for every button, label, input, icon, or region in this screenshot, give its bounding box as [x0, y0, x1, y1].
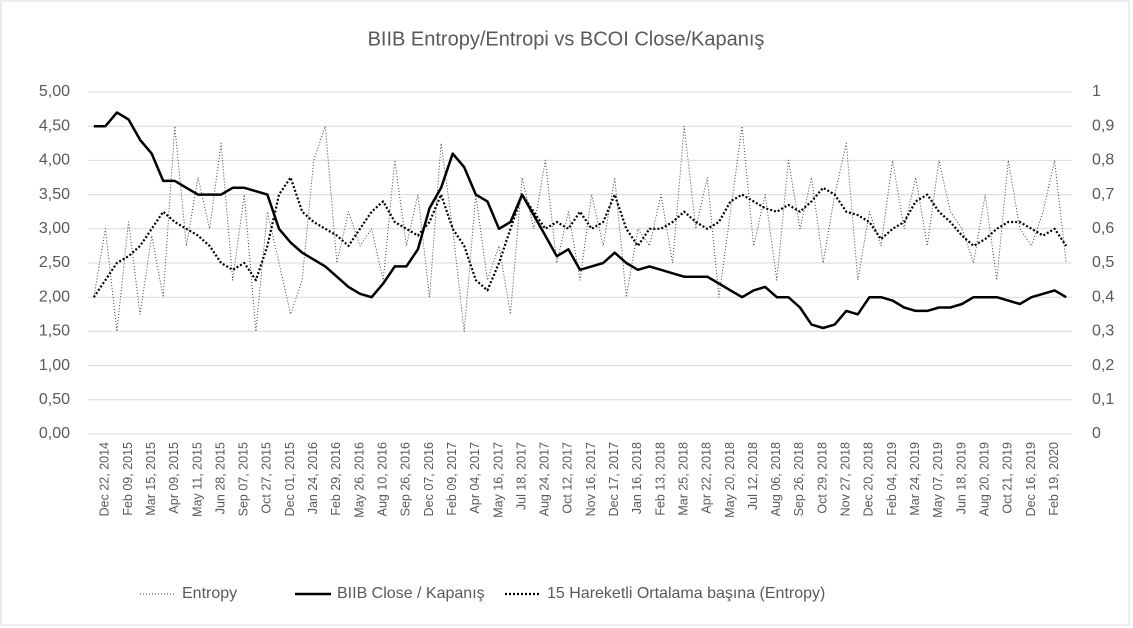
- x-tick-label: Feb 09, 2017: [445, 442, 459, 516]
- x-tick-label: Jan 24, 2016: [306, 442, 320, 514]
- x-tick-label: May 07, 2019: [931, 442, 945, 518]
- legend-label: BIIB Close / Kapanış: [337, 585, 485, 602]
- y2-tick-label: 0,3: [1092, 323, 1114, 340]
- y2-tick-label: 0,7: [1092, 186, 1114, 203]
- x-tick-label: Oct 21, 2019: [1001, 442, 1015, 514]
- x-tick-label: Mar 15, 2015: [144, 442, 158, 516]
- x-tick-label: Jun 28, 2015: [213, 442, 227, 514]
- y-tick-label: 5,00: [39, 83, 70, 100]
- x-tick-label: Apr 22, 2018: [700, 442, 714, 514]
- x-tick-label: Oct 12, 2017: [561, 442, 575, 514]
- y-tick-label: 2,00: [39, 288, 70, 305]
- x-tick-label: Oct 29, 2018: [815, 442, 829, 514]
- x-tick-label: Feb 09, 2015: [121, 442, 135, 516]
- x-tick-label: Oct 27, 2015: [260, 442, 274, 514]
- x-tick-label: Sep 26, 2016: [399, 442, 413, 516]
- x-tick-label: Nov 16, 2017: [584, 442, 598, 516]
- x-tick-label: Apr 09, 2015: [167, 442, 181, 514]
- x-tick-label: Jun 18, 2019: [954, 442, 968, 514]
- y2-tick-label: 0,6: [1092, 220, 1114, 237]
- x-tick-label: Mar 25, 2018: [676, 442, 690, 516]
- y2-tick-label: 0,2: [1092, 357, 1114, 374]
- y-tick-label: 3,00: [39, 220, 70, 237]
- x-tick-label: Aug 10, 2016: [375, 442, 389, 516]
- x-tick-label: Aug 24, 2017: [538, 442, 552, 516]
- x-tick-label: Dec 01, 2015: [283, 442, 297, 516]
- x-tick-label: Jul 12, 2018: [746, 442, 760, 510]
- y2-tick-label: 0,8: [1092, 152, 1114, 169]
- x-tick-label: May 20, 2018: [723, 442, 737, 518]
- y-tick-label: 0,50: [39, 391, 70, 408]
- series-line: [93, 125, 1067, 332]
- x-tick-label: Mar 24, 2019: [908, 442, 922, 516]
- series-line: [92, 176, 1068, 298]
- x-tick-label: Dec 22, 2014: [98, 442, 112, 516]
- legend-label: Entropy: [182, 585, 237, 602]
- x-tick-label: Jan 16, 2018: [630, 442, 644, 514]
- x-tick-label: Apr 04, 2017: [468, 442, 482, 514]
- legend-label: 15 Hareketli Ortalama başına (Entropy): [547, 585, 825, 602]
- y2-tick-label: 0: [1092, 425, 1101, 442]
- x-tick-label: May 11, 2015: [190, 442, 204, 517]
- x-tick-label: Dec 16, 2019: [1024, 442, 1038, 516]
- x-tick-label: May 26, 2016: [352, 442, 366, 518]
- x-tick-label: Jul 18, 2017: [514, 442, 528, 510]
- x-tick-label: Sep 07, 2015: [237, 442, 251, 516]
- x-tick-label: Feb 29, 2016: [329, 442, 343, 516]
- y-tick-label: 0,00: [39, 425, 70, 442]
- y-tick-label: 2,50: [39, 254, 70, 271]
- x-tick-label: Dec 07, 2016: [422, 442, 436, 516]
- x-tick-label: Feb 19, 2020: [1047, 442, 1061, 516]
- x-tick-label: Dec 17, 2017: [607, 442, 621, 516]
- y-tick-label: 4,50: [39, 117, 70, 134]
- y2-tick-label: 1: [1092, 83, 1101, 100]
- y2-tick-label: 0,9: [1092, 117, 1114, 134]
- x-tick-label: Feb 04, 2019: [885, 442, 899, 516]
- y-tick-label: 4,00: [39, 152, 70, 169]
- chart-title: BIIB Entropy/Entropi vs BCOI Close/Kapan…: [368, 28, 765, 50]
- x-tick-label: Nov 27, 2018: [839, 442, 853, 516]
- y2-tick-label: 0,5: [1092, 254, 1114, 271]
- y-tick-label: 1,50: [39, 323, 70, 340]
- y2-tick-label: 0,1: [1092, 391, 1114, 408]
- x-tick-label: Aug 20, 2019: [977, 442, 991, 516]
- x-tick-label: Dec 20, 2018: [862, 442, 876, 516]
- x-tick-label: Sep 26, 2018: [792, 442, 806, 516]
- x-tick-label: May 16, 2017: [491, 442, 505, 518]
- x-tick-label: Aug 06, 2018: [769, 442, 783, 516]
- x-tick-label: Feb 13, 2018: [653, 442, 667, 516]
- y2-tick-label: 0,4: [1092, 288, 1114, 305]
- series-line: [93, 111, 1067, 330]
- y-tick-label: 1,00: [39, 357, 70, 374]
- y-tick-label: 3,50: [39, 186, 70, 203]
